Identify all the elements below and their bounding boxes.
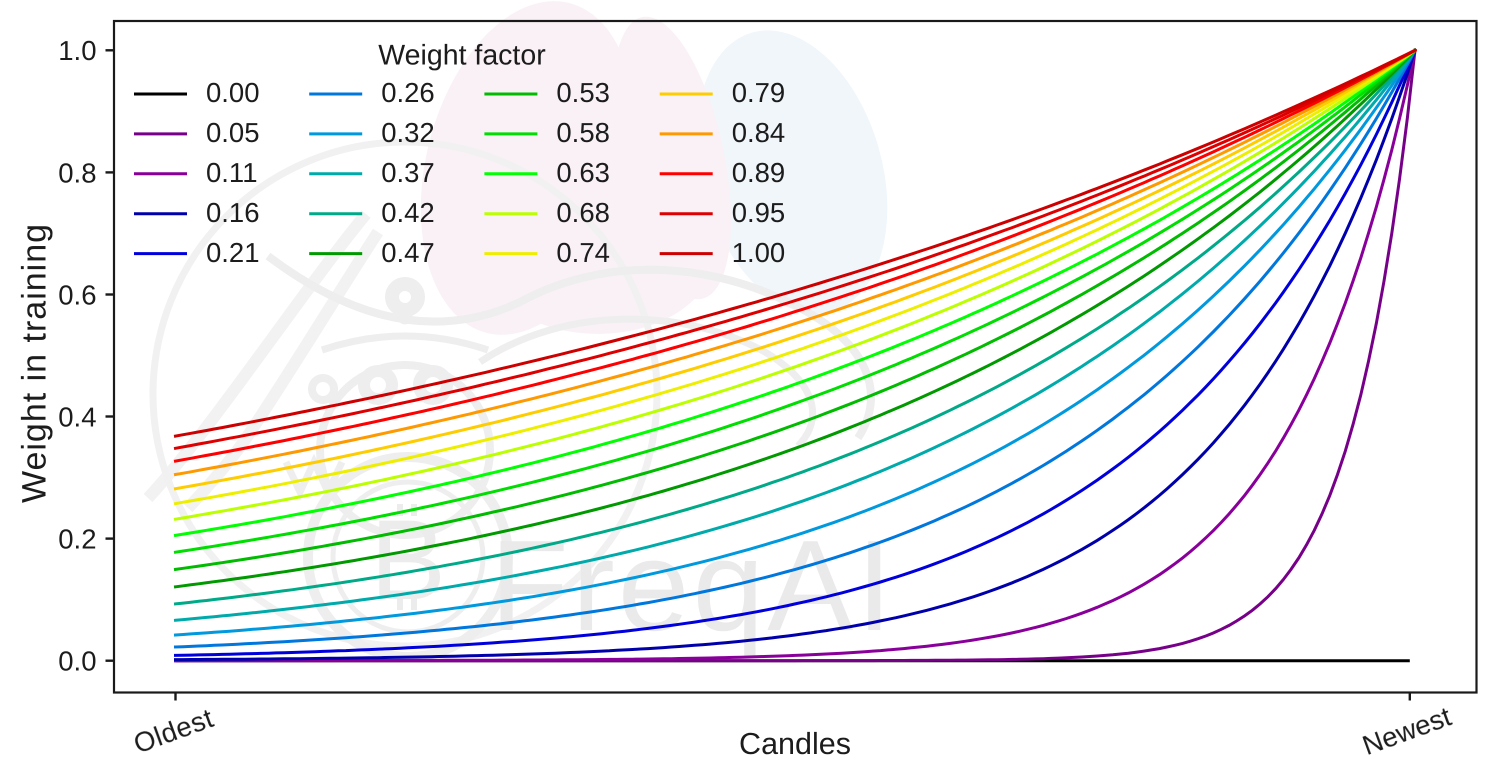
svg-text:0.26: 0.26	[381, 77, 435, 108]
svg-text:0.42: 0.42	[381, 197, 435, 228]
svg-text:0.32: 0.32	[381, 117, 435, 148]
svg-text:0.00: 0.00	[206, 77, 260, 108]
svg-text:0.37: 0.37	[381, 157, 435, 188]
svg-text:0.53: 0.53	[556, 77, 610, 108]
svg-text:Weight in training: Weight in training	[16, 223, 54, 503]
svg-text:0.47: 0.47	[381, 237, 435, 268]
svg-text:B: B	[370, 497, 446, 624]
svg-text:0.16: 0.16	[206, 197, 260, 228]
svg-text:0.6: 0.6	[58, 279, 96, 310]
svg-text:0.8: 0.8	[58, 157, 96, 188]
svg-text:0.0: 0.0	[58, 646, 96, 677]
svg-text:Weight factor: Weight factor	[378, 40, 546, 72]
svg-text:0.21: 0.21	[206, 237, 260, 268]
svg-text:0.4: 0.4	[58, 401, 96, 432]
svg-text:0.58: 0.58	[556, 117, 610, 148]
svg-text:FreqAI: FreqAI	[490, 514, 895, 658]
svg-text:0.89: 0.89	[732, 157, 786, 188]
svg-text:0.2: 0.2	[58, 524, 96, 555]
svg-text:0.63: 0.63	[556, 157, 610, 188]
svg-text:0.84: 0.84	[732, 117, 786, 148]
svg-text:Candles: Candles	[739, 727, 851, 761]
svg-text:0.74: 0.74	[556, 237, 610, 268]
svg-text:0.95: 0.95	[732, 197, 786, 228]
svg-text:0.11: 0.11	[206, 157, 257, 188]
svg-text:0.05: 0.05	[206, 117, 260, 148]
svg-text:1.0: 1.0	[58, 35, 96, 66]
svg-text:0.68: 0.68	[556, 197, 610, 228]
svg-text:0.79: 0.79	[732, 77, 786, 108]
svg-text:1.00: 1.00	[732, 237, 786, 268]
